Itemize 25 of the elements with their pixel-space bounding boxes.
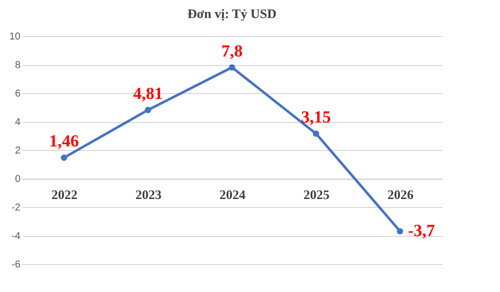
data-label: 4,81 (133, 84, 163, 103)
data-label: 1,46 (49, 132, 79, 151)
data-label: 3,15 (301, 108, 331, 127)
y-tick-label: -4 (12, 231, 21, 242)
point (228, 64, 236, 71)
y-tick-label: 10 (9, 32, 21, 42)
chart-title: Đơn vị: Tỷ USD (188, 6, 276, 21)
x-tick-label: 2023 (136, 187, 162, 202)
point (312, 130, 320, 137)
y-tick-label: -6 (12, 260, 21, 270)
data-label: -3,7 (408, 221, 436, 240)
x-tick-label: 2022 (52, 187, 78, 202)
data-label: 7,8 (221, 41, 243, 60)
y-tick-label: -2 (12, 202, 21, 214)
point (396, 228, 404, 234)
x-tick-label: 2024 (220, 187, 246, 202)
y-tick-label: 2 (14, 146, 21, 156)
y-tick-label: 6 (14, 88, 21, 100)
x-tick-label: 2025 (304, 187, 330, 202)
point (144, 106, 152, 114)
y-tick-label: 0 (14, 174, 21, 185)
y-tick-label: 4 (14, 117, 21, 128)
point (60, 154, 68, 161)
y-tick-label: 8 (14, 60, 21, 71)
x-tick-label: 2026 (388, 187, 414, 202)
